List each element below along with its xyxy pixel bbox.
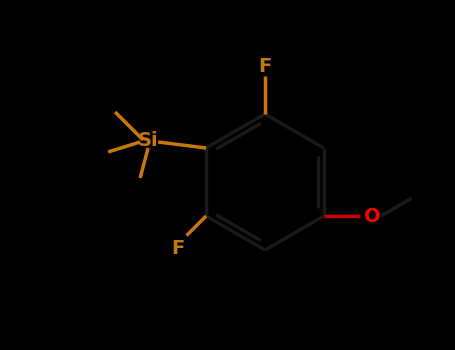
Text: Si: Si (138, 131, 158, 149)
Text: O: O (364, 206, 380, 225)
Text: F: F (172, 239, 185, 259)
Text: F: F (258, 57, 272, 77)
